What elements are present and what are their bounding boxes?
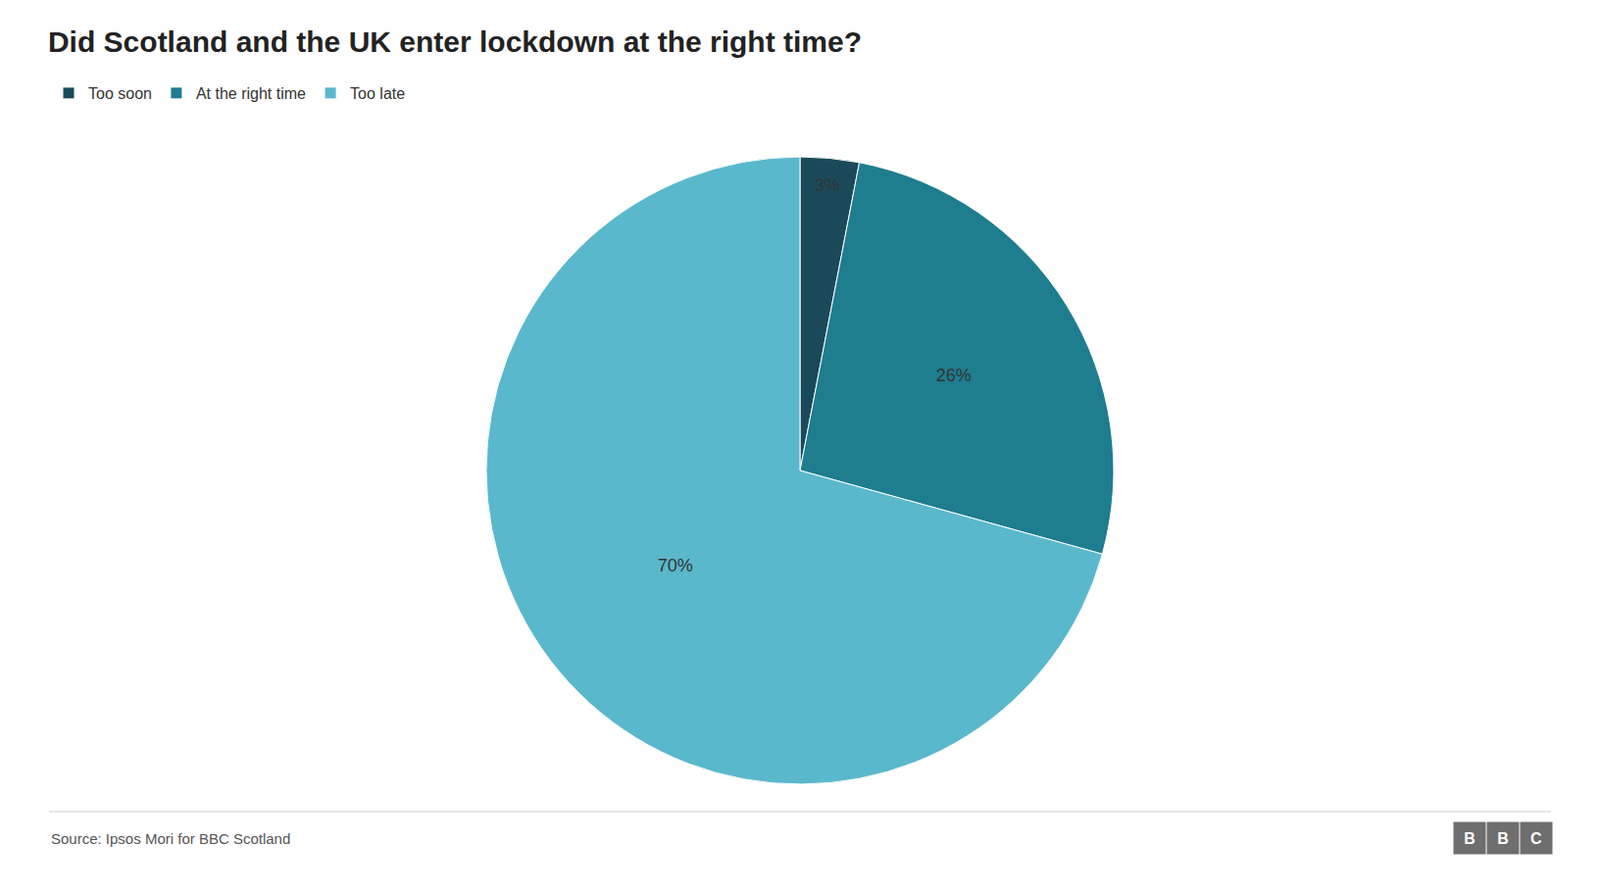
svg-text:Too soon: Too soon — [88, 85, 152, 102]
svg-text:3%: 3% — [814, 175, 841, 196]
svg-text:B: B — [1497, 830, 1509, 848]
svg-text:C: C — [1530, 830, 1543, 848]
svg-text:26%: 26% — [936, 365, 972, 386]
svg-text:Source: Ipsos Mori for BBC Sco: Source: Ipsos Mori for BBC Scotland — [50, 830, 291, 848]
svg-text:B: B — [1463, 830, 1476, 848]
svg-text:70%: 70% — [657, 555, 694, 576]
svg-text:Too late: Too late — [350, 85, 405, 102]
svg-text:Did Scotland and the UK enter: Did Scotland and the UK enter lockdown a… — [48, 25, 862, 58]
svg-text:At the right time: At the right time — [196, 85, 306, 102]
